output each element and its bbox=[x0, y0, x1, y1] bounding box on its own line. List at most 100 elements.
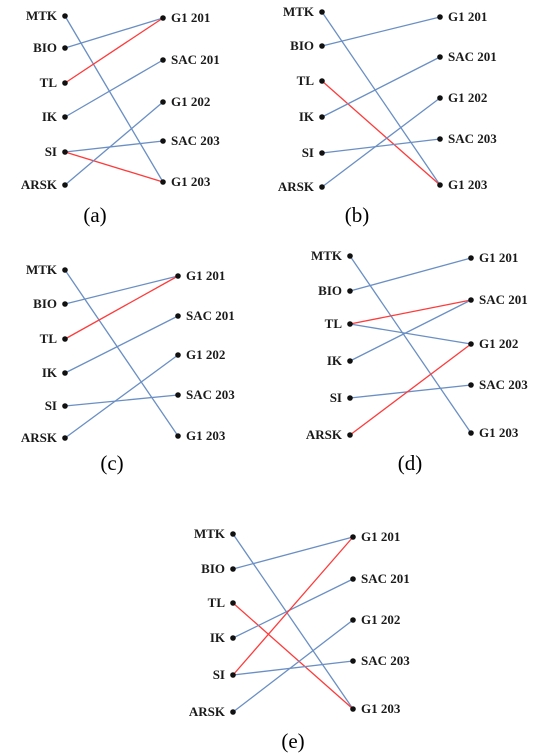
edge-si-to-sac-203 bbox=[64, 140, 164, 153]
left-node-label-bio: BIO bbox=[201, 561, 225, 576]
node-dot-si bbox=[347, 395, 353, 401]
node-dot-bio bbox=[62, 301, 68, 307]
panel-caption: (b) bbox=[345, 203, 370, 227]
right-node-label-sac-203: SAC 203 bbox=[448, 131, 497, 146]
left-node-label-bio: BIO bbox=[33, 296, 57, 311]
edge-si-to-g1-201 bbox=[232, 536, 354, 676]
right-node-label-sac-203: SAC 203 bbox=[479, 377, 528, 392]
node-dot-sac-201 bbox=[437, 54, 443, 60]
node-dot-g1-203 bbox=[350, 706, 356, 712]
node-dot-si bbox=[319, 150, 325, 156]
node-dot-ik bbox=[347, 358, 353, 364]
node-dot-sac-203 bbox=[350, 658, 356, 664]
left-node-label-mtk: MTK bbox=[194, 526, 226, 541]
left-node-label-tl: TL bbox=[40, 75, 58, 90]
panel-3: MTK BIO TL IK SI ARSK G1 201 SAC 201 G1 202 SAC 2… bbox=[21, 262, 235, 475]
node-dot-g1-203 bbox=[175, 433, 181, 439]
right-node-label-sac-201: SAC 201 bbox=[479, 292, 528, 307]
node-dot-arsk bbox=[230, 709, 236, 715]
right-node-label-g1-202: G1 202 bbox=[361, 612, 400, 627]
node-dot-arsk bbox=[319, 184, 325, 190]
left-node-label-ik: IK bbox=[210, 630, 226, 645]
left-node-label-tl: TL bbox=[297, 73, 315, 88]
node-dot-mtk bbox=[347, 253, 353, 259]
left-node-label-ik: IK bbox=[42, 365, 58, 380]
node-dot-sac-201 bbox=[468, 297, 474, 303]
node-dot-g1-201 bbox=[160, 15, 166, 21]
node-dot-g1-202 bbox=[175, 352, 181, 358]
right-node-label-sac-201: SAC 201 bbox=[448, 49, 497, 64]
panel-caption: (c) bbox=[100, 451, 123, 475]
node-dot-ik bbox=[230, 635, 236, 641]
right-node-label-g1-202: G1 202 bbox=[448, 90, 487, 105]
right-node-label-sac-203: SAC 203 bbox=[171, 133, 220, 148]
node-dot-g1-201 bbox=[350, 534, 356, 540]
edge-bio-to-g1-201 bbox=[349, 257, 472, 292]
left-node-label-ik: IK bbox=[327, 353, 343, 368]
edge-si-to-sac-203 bbox=[321, 138, 441, 154]
right-node-label-g1-203: G1 203 bbox=[479, 425, 519, 440]
node-dot-arsk bbox=[62, 182, 68, 188]
node-dot-ik bbox=[319, 114, 325, 120]
right-node-label-g1-202: G1 202 bbox=[171, 94, 210, 109]
node-dot-sac-203 bbox=[437, 136, 443, 142]
node-dot-tl bbox=[62, 80, 68, 86]
edge-arsk-to-g1-202 bbox=[349, 343, 472, 436]
left-node-label-arsk: ARSK bbox=[189, 704, 226, 719]
panel-caption: (a) bbox=[83, 203, 106, 227]
node-dot-ik bbox=[62, 114, 68, 120]
left-node-label-ik: IK bbox=[299, 109, 315, 124]
panel-2: MTK BIO TL IK SI ARSK G1 201 SAC 201 G1 202 SAC 2… bbox=[278, 4, 497, 227]
right-node-label-g1-201: G1 201 bbox=[479, 250, 518, 265]
node-dot-g1-203 bbox=[160, 179, 166, 185]
left-node-label-arsk: ARSK bbox=[278, 179, 315, 194]
edge-tl-to-sac-201 bbox=[349, 299, 472, 325]
node-dot-si bbox=[230, 672, 236, 678]
node-dot-g1-201 bbox=[468, 255, 474, 261]
edge-ik-to-sac-201 bbox=[64, 59, 164, 118]
node-dot-g1-201 bbox=[437, 14, 443, 20]
edge-bio-to-g1-201 bbox=[64, 17, 164, 49]
node-dot-g1-202 bbox=[160, 99, 166, 105]
edge-mtk-to-g1-203 bbox=[232, 533, 354, 710]
right-node-label-g1-203: G1 203 bbox=[171, 174, 211, 189]
node-dot-g1-203 bbox=[437, 182, 443, 188]
node-dot-sac-201 bbox=[160, 57, 166, 63]
panel-5: MTK BIO TL IK SI ARSK G1 201 SAC 201 G1 202 SAC 2… bbox=[189, 526, 410, 753]
node-dot-g1-202 bbox=[350, 617, 356, 623]
left-node-label-si: SI bbox=[213, 667, 225, 682]
right-node-label-g1-201: G1 201 bbox=[361, 529, 400, 544]
node-dot-mtk bbox=[62, 267, 68, 273]
left-node-label-si: SI bbox=[45, 144, 57, 159]
panel-caption: (e) bbox=[281, 729, 304, 753]
node-dot-sac-203 bbox=[175, 392, 181, 398]
edge-ik-to-sac-201 bbox=[321, 56, 441, 118]
node-dot-mtk bbox=[230, 531, 236, 537]
edge-mtk-to-g1-203 bbox=[321, 11, 441, 186]
left-node-label-si: SI bbox=[45, 398, 57, 413]
node-dot-bio bbox=[319, 43, 325, 49]
node-dot-tl bbox=[319, 78, 325, 84]
node-dot-arsk bbox=[347, 432, 353, 438]
node-dot-bio bbox=[347, 288, 353, 294]
left-node-label-mtk: MTK bbox=[311, 248, 343, 263]
left-node-label-tl: TL bbox=[208, 595, 226, 610]
panel-1: MTK BIO TL IK SI ARSK G1 201 SAC 201 G1 202 SAC 2… bbox=[21, 8, 220, 227]
edge-tl-to-g1-203 bbox=[232, 602, 354, 710]
edge-arsk-to-g1-202 bbox=[64, 101, 164, 186]
edge-tl-to-g1-201 bbox=[64, 275, 179, 340]
node-dot-tl bbox=[230, 600, 236, 606]
node-dot-mtk bbox=[319, 9, 325, 15]
edge-tl-to-g1-201 bbox=[64, 17, 164, 84]
left-node-label-bio: BIO bbox=[290, 38, 314, 53]
right-node-label-g1-203: G1 203 bbox=[186, 428, 226, 443]
edge-ik-to-sac-201 bbox=[232, 578, 354, 639]
edge-bio-to-g1-201 bbox=[64, 275, 179, 305]
edge-tl-to-g1-202 bbox=[349, 323, 472, 345]
left-node-label-si: SI bbox=[330, 390, 342, 405]
right-node-label-g1-201: G1 201 bbox=[186, 268, 225, 283]
left-node-label-bio: BIO bbox=[33, 40, 57, 55]
left-node-label-ik: IK bbox=[42, 109, 58, 124]
node-dot-si bbox=[62, 149, 68, 155]
